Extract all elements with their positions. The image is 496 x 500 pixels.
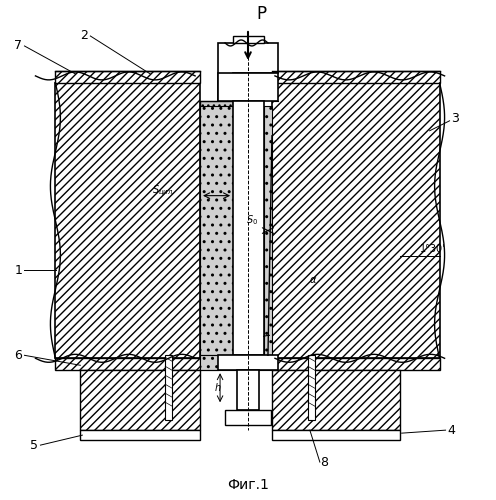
Bar xyxy=(218,356,278,370)
Text: 5: 5 xyxy=(30,438,39,452)
Text: 1°30': 1°30' xyxy=(420,244,445,254)
Text: h: h xyxy=(215,383,221,393)
Bar xyxy=(200,101,233,276)
Bar xyxy=(237,370,259,410)
Polygon shape xyxy=(272,71,439,83)
Polygon shape xyxy=(272,430,400,440)
Bar xyxy=(200,356,272,370)
Text: 2: 2 xyxy=(80,30,88,43)
Text: $S_0$: $S_0$ xyxy=(246,214,258,228)
Bar xyxy=(165,356,172,420)
Text: 1: 1 xyxy=(14,264,22,277)
Bar xyxy=(233,101,264,355)
Bar xyxy=(218,73,278,101)
Polygon shape xyxy=(80,370,200,430)
Text: 6: 6 xyxy=(14,349,22,362)
Polygon shape xyxy=(272,83,439,358)
Bar xyxy=(200,106,233,356)
Text: Фиг.1: Фиг.1 xyxy=(227,478,269,492)
Text: 4: 4 xyxy=(447,424,455,436)
Polygon shape xyxy=(56,83,200,358)
Text: 3: 3 xyxy=(451,112,459,126)
Text: $S_{цил.}$: $S_{цил.}$ xyxy=(152,184,175,198)
Polygon shape xyxy=(80,430,200,440)
Text: P: P xyxy=(256,5,266,23)
Bar xyxy=(308,356,315,420)
Polygon shape xyxy=(272,370,400,430)
Polygon shape xyxy=(56,358,200,370)
Polygon shape xyxy=(218,43,278,101)
Bar xyxy=(233,36,264,43)
Polygon shape xyxy=(272,358,439,370)
Text: 7: 7 xyxy=(14,40,22,52)
Polygon shape xyxy=(56,71,200,83)
Text: 8: 8 xyxy=(320,456,328,468)
Bar xyxy=(264,106,272,356)
Bar xyxy=(225,410,271,425)
Text: α: α xyxy=(310,276,316,285)
